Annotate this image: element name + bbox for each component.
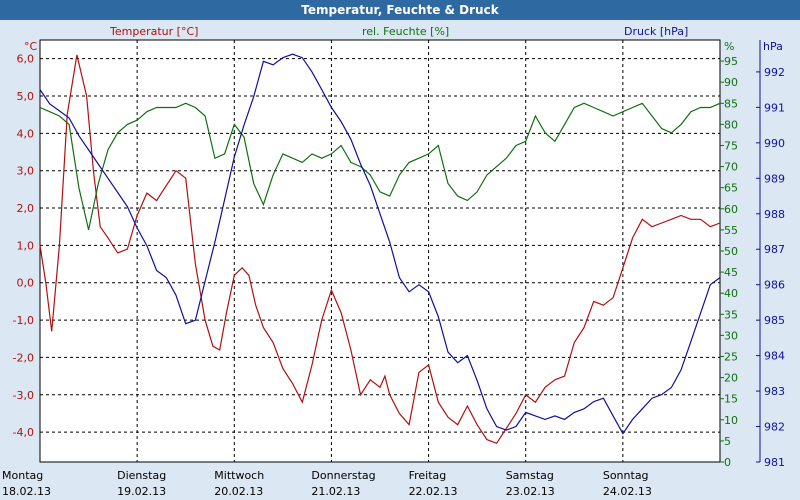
humidity-tick-label: 15 — [724, 393, 738, 406]
pressure-tick-label: 992 — [764, 66, 785, 79]
humidity-tick-label: 75 — [724, 140, 738, 153]
temperature-tick-label: 6,0 — [17, 53, 35, 66]
x-tick-day: Mittwoch — [214, 469, 264, 482]
humidity-tick-label: 55 — [724, 224, 738, 237]
humidity-tick-label: 65 — [724, 182, 738, 195]
pressure-tick-label: 982 — [764, 421, 785, 434]
temperature-tick-label: -2,0 — [13, 351, 34, 364]
pressure-tick-label: 991 — [764, 101, 785, 114]
humidity-tick-label: 5 — [724, 435, 731, 448]
x-tick-day: Donnerstag — [311, 469, 375, 482]
pressure-series-line — [39, 53, 721, 435]
pressure-tick-label: 989 — [764, 172, 785, 185]
pressure-tick-label: 990 — [764, 137, 785, 150]
x-tick-date: 20.02.13 — [214, 485, 263, 498]
pressure-tick-label: 981 — [764, 456, 785, 469]
x-tick-date: 22.02.13 — [409, 485, 458, 498]
humidity-tick-label: 90 — [724, 76, 738, 89]
pressure-tick-label: 987 — [764, 243, 785, 256]
x-tick-date: 21.02.13 — [311, 485, 360, 498]
temperature-tick-label: -1,0 — [13, 314, 34, 327]
temperature-tick-label: 1,0 — [17, 239, 35, 252]
humidity-tick-label: 95 — [724, 55, 738, 68]
humidity-tick-label: 85 — [724, 97, 738, 110]
temperature-tick-label: 3,0 — [17, 165, 35, 178]
temperature-tick-label: 5,0 — [17, 90, 35, 103]
legend-pressure: Druck [hPa] — [624, 25, 688, 38]
humidity-axis-unit: % — [724, 40, 734, 53]
temperature-axis-unit: °C — [24, 40, 38, 53]
x-tick-day: Montag — [2, 469, 43, 482]
pressure-tick-label: 986 — [764, 279, 785, 292]
chart-title: Temperatur, Feuchte & Druck — [0, 0, 800, 20]
legend-temperature: Temperatur [°C] — [109, 25, 198, 38]
humidity-series-line — [39, 102, 721, 231]
humidity-tick-label: 80 — [724, 118, 738, 131]
temperature-series-line — [39, 54, 721, 445]
pressure-axis-unit: hPa — [763, 40, 783, 53]
humidity-tick-label: 60 — [724, 203, 738, 216]
x-tick-date: 24.02.13 — [603, 485, 652, 498]
temperature-tick-label: -4,0 — [13, 426, 34, 439]
humidity-tick-label: 20 — [724, 372, 738, 385]
x-tick-day: Sonntag — [603, 469, 649, 482]
temperature-tick-label: 2,0 — [17, 202, 35, 215]
temperature-tick-label: 4,0 — [17, 127, 35, 140]
humidity-tick-label: 30 — [724, 329, 738, 342]
x-tick-date: 19.02.13 — [117, 485, 166, 498]
pressure-tick-label: 985 — [764, 314, 785, 327]
pressure-tick-label: 984 — [764, 350, 785, 363]
humidity-tick-label: 50 — [724, 245, 738, 258]
pressure-tick-label: 988 — [764, 208, 785, 221]
plot-area — [39, 39, 721, 463]
pressure-tick-label: 983 — [764, 385, 785, 398]
temperature-tick-label: -3,0 — [13, 389, 34, 402]
temperature-tick-label: 0,0 — [17, 277, 35, 290]
humidity-tick-label: 45 — [724, 266, 738, 279]
legend-humidity: rel. Feuchte [%] — [362, 25, 449, 38]
humidity-tick-label: 70 — [724, 161, 738, 174]
humidity-tick-label: 35 — [724, 308, 738, 321]
humidity-tick-label: 40 — [724, 287, 738, 300]
x-tick-date: 23.02.13 — [506, 485, 555, 498]
x-tick-day: Dienstag — [117, 469, 166, 482]
humidity-tick-label: 10 — [724, 414, 738, 427]
humidity-tick-label: 0 — [724, 456, 731, 469]
x-tick-date: 18.02.13 — [2, 485, 51, 498]
x-tick-day: Freitag — [409, 469, 447, 482]
humidity-tick-label: 25 — [724, 351, 738, 364]
x-tick-day: Samstag — [506, 469, 554, 482]
